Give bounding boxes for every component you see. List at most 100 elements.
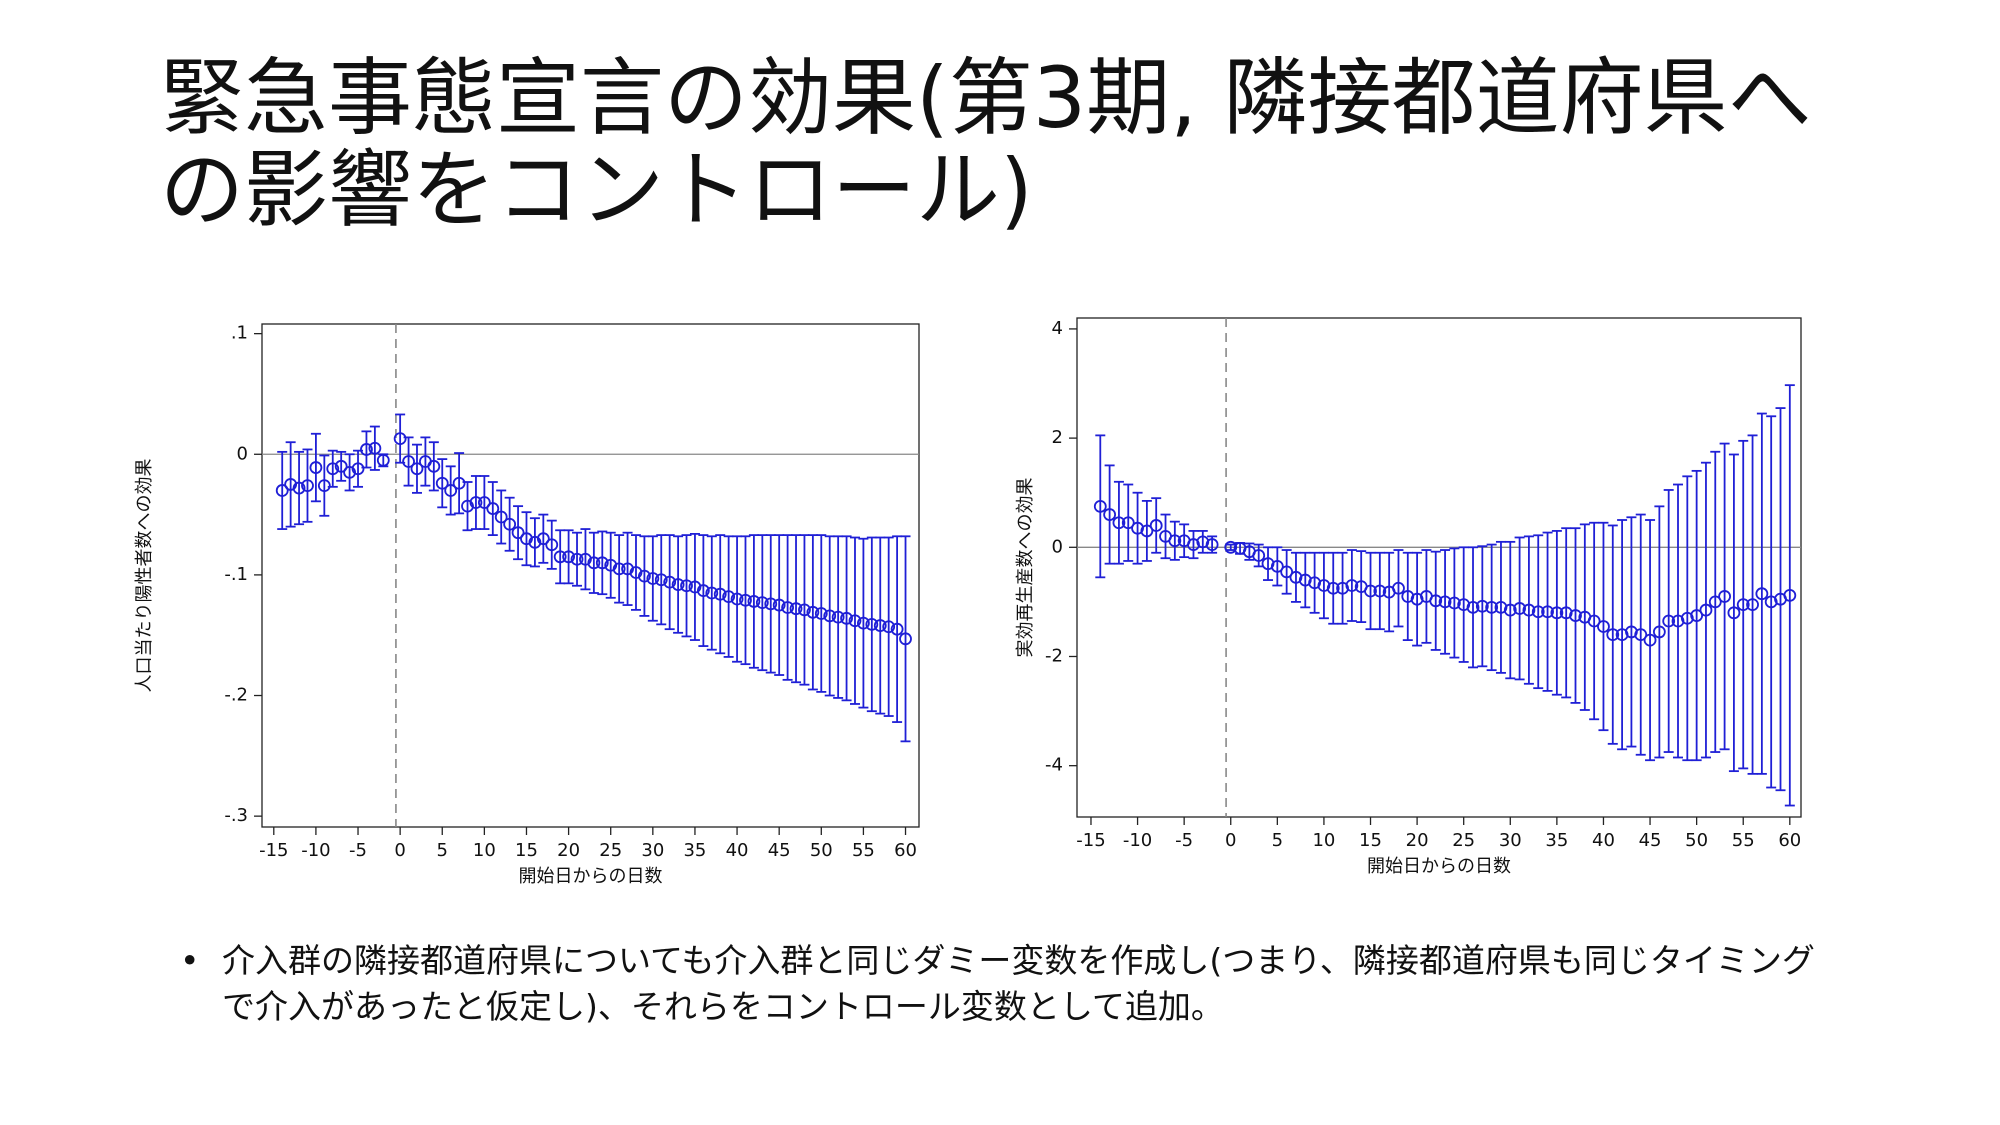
- y-axis-label: 実効再生産数への効果: [1015, 478, 1036, 658]
- bullet-text: 介入群の隣接都道府県についても介入群と同じダミー変数を作成し(つまり、隣接都道府…: [222, 941, 1815, 1026]
- x-tick-label: -10: [301, 840, 330, 861]
- point: [1606, 628, 1620, 642]
- point: [1550, 606, 1564, 620]
- x-tick-label: 25: [1452, 830, 1475, 851]
- x-tick-label: 35: [683, 840, 706, 861]
- point: [326, 462, 340, 476]
- x-tick-label: 5: [437, 840, 448, 861]
- point: [570, 552, 584, 566]
- point: [595, 556, 609, 570]
- x-tick-label: -5: [1175, 830, 1193, 851]
- point: [1699, 603, 1713, 617]
- y-tick-label: -4: [1045, 755, 1063, 776]
- point: [1466, 600, 1480, 614]
- point: [444, 484, 458, 497]
- point: [1392, 581, 1405, 595]
- point: [1708, 595, 1722, 609]
- point: [873, 619, 887, 632]
- y-tick-label: 4: [1052, 318, 1063, 339]
- x-tick-label: 55: [1732, 830, 1755, 851]
- point: [671, 578, 685, 591]
- point: [823, 609, 837, 623]
- point: [503, 517, 517, 531]
- point: [553, 550, 567, 564]
- point: [1093, 499, 1107, 513]
- point: [1597, 620, 1610, 633]
- x-tick-label: 40: [1592, 830, 1615, 851]
- point: [772, 598, 786, 612]
- point: [764, 597, 778, 611]
- x-tick-label: -15: [1076, 830, 1105, 851]
- point: [890, 622, 904, 636]
- point: [781, 601, 794, 614]
- point: [1503, 603, 1517, 617]
- x-tick-label: 0: [1225, 830, 1236, 851]
- point: [1252, 549, 1266, 562]
- point: [1531, 605, 1545, 619]
- point: [806, 605, 820, 619]
- x-tick-label: 60: [1778, 830, 1801, 851]
- point: [1270, 560, 1284, 573]
- point: [292, 481, 306, 495]
- point: [562, 550, 575, 564]
- point: [654, 573, 668, 587]
- point: [360, 443, 373, 456]
- y-axis-label: 人口当たり陽性者数への効果: [134, 459, 155, 693]
- point: [376, 453, 390, 467]
- point: [1224, 540, 1238, 554]
- point: [435, 476, 449, 490]
- y-tick-label: -.1: [224, 564, 248, 585]
- x-tick-label: 20: [557, 840, 580, 861]
- point: [865, 617, 879, 631]
- x-tick-label: 30: [641, 840, 664, 861]
- point: [1429, 594, 1443, 608]
- y-tick-label: .1: [231, 323, 248, 344]
- point: [1755, 587, 1769, 601]
- point: [1652, 625, 1666, 639]
- point: [663, 575, 677, 589]
- point: [899, 632, 912, 646]
- x-axis-label: 開始日からの日数: [519, 866, 663, 887]
- x-tick-label: 30: [1499, 830, 1522, 851]
- point: [1103, 508, 1117, 521]
- slide-title: 緊急事態宣言の効果(第3期, 隣接都道府県への影響をコントロール): [160, 49, 1812, 239]
- point: [1690, 609, 1704, 622]
- y-tick-label: -.2: [224, 685, 248, 706]
- point: [494, 510, 508, 524]
- point: [1783, 588, 1797, 602]
- point: [317, 479, 331, 493]
- point: [705, 586, 719, 600]
- point: [1662, 614, 1676, 628]
- point: [486, 502, 500, 515]
- point: [1727, 606, 1741, 620]
- point: [1168, 534, 1182, 548]
- point: [1112, 516, 1126, 530]
- point: [477, 496, 491, 509]
- point: [301, 479, 314, 493]
- point: [1587, 614, 1601, 628]
- point: [393, 432, 407, 445]
- x-tick-label: 25: [599, 840, 622, 861]
- x-tick-label: 40: [726, 840, 749, 861]
- point: [1513, 602, 1526, 615]
- x-tick-label: 35: [1545, 830, 1568, 851]
- x-tick-label: 45: [1639, 830, 1662, 851]
- x-tick-label: -10: [1123, 830, 1152, 851]
- point: [587, 556, 601, 570]
- x-tick-label: 0: [394, 840, 405, 861]
- point: [747, 595, 761, 608]
- x-tick-label: 50: [1685, 830, 1708, 851]
- point: [680, 579, 693, 593]
- x-tick-label: -15: [259, 840, 288, 861]
- point: [511, 526, 525, 540]
- point: [1569, 609, 1582, 622]
- x-tick-label: 10: [1312, 830, 1335, 851]
- point: [730, 592, 744, 606]
- x-tick-label: 50: [810, 840, 833, 861]
- point: [857, 616, 870, 630]
- point: [427, 459, 441, 473]
- y-tick-label: -.3: [224, 805, 248, 826]
- point: [713, 587, 727, 601]
- point: [1140, 524, 1154, 538]
